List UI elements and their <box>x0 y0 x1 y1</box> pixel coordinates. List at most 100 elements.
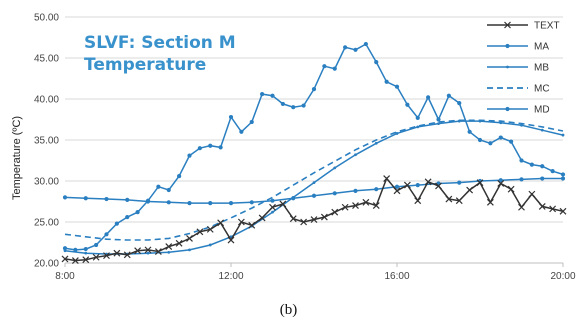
data-point-text <box>403 181 411 189</box>
data-point-ma <box>218 145 223 150</box>
data-point-text <box>134 247 142 255</box>
data-point-text <box>269 203 276 211</box>
data-point-ma <box>208 143 213 148</box>
data-point-text <box>320 213 328 221</box>
series-line-mc <box>64 119 564 241</box>
gridlines <box>65 16 563 223</box>
data-point-text <box>310 216 318 223</box>
data-point-text <box>331 208 339 216</box>
data-point-text <box>424 178 432 186</box>
data-point-md <box>208 201 213 206</box>
data-point-text <box>362 198 370 206</box>
data-point-text <box>82 256 90 264</box>
data-point-md <box>457 180 462 185</box>
data-point-ma <box>177 173 182 179</box>
data-point-mb <box>208 243 212 247</box>
data-point-md <box>62 195 68 200</box>
data-point-ma <box>436 117 441 122</box>
data-point-ma <box>83 246 88 252</box>
y-axis-label: Temperature (ºC) <box>11 116 23 200</box>
data-point-md <box>540 176 545 181</box>
x-tick-label: 12:00 <box>218 271 243 282</box>
data-point-text <box>393 187 401 195</box>
data-point-md <box>353 188 358 193</box>
data-point-ma <box>550 169 555 174</box>
data-point-text <box>289 215 297 223</box>
data-point-md <box>519 177 524 182</box>
data-point-mb <box>437 122 440 125</box>
data-point-mb <box>188 248 191 252</box>
data-point-ma <box>332 66 337 71</box>
legend-item-mc: MC <box>487 84 550 95</box>
data-point-text <box>352 202 359 210</box>
data-point-mb <box>540 128 544 132</box>
data-point-mb <box>520 123 523 127</box>
data-point-ma <box>104 232 109 237</box>
data-point-mb <box>499 121 503 125</box>
data-point-mb <box>395 132 399 135</box>
data-point-md <box>187 201 192 206</box>
data-point-md <box>249 200 254 205</box>
legend: TEXT MA MB MC MD <box>487 21 560 116</box>
legend-item-mb: MB <box>487 63 549 74</box>
legend-label-text: TEXT <box>534 21 560 32</box>
data-point-text <box>372 202 380 210</box>
series-ma <box>62 41 566 252</box>
data-point-text <box>559 207 567 215</box>
data-point-text <box>258 214 266 222</box>
data-point-text <box>123 251 131 259</box>
data-point-text <box>217 219 225 227</box>
data-point-text <box>227 236 235 244</box>
data-point-text <box>549 205 557 213</box>
data-point-text <box>300 218 308 226</box>
data-point-text <box>497 180 505 187</box>
data-point-mb <box>354 153 357 157</box>
data-point-ma <box>135 210 140 215</box>
data-point-ma <box>353 47 358 52</box>
data-point-ma <box>239 129 244 134</box>
legend-label-ma: MA <box>534 42 549 53</box>
data-point-ma <box>125 214 130 220</box>
data-point-ma <box>488 141 493 146</box>
data-point-ma <box>394 84 400 89</box>
legend-marker-md <box>505 106 510 112</box>
data-point-mb <box>312 181 316 185</box>
chart-title-line-1: SLVF: Section M <box>84 33 236 53</box>
y-tick-label: 30.00 <box>34 177 59 188</box>
data-point-text <box>383 175 391 182</box>
data-point-ma <box>280 101 285 107</box>
data-point-ma <box>560 172 566 177</box>
data-point-text <box>538 202 546 210</box>
data-point-ma <box>145 198 151 203</box>
data-point-ma <box>519 158 524 163</box>
data-point-ma <box>311 87 317 92</box>
data-point-ma <box>405 102 410 107</box>
data-point-ma <box>156 184 161 189</box>
data-point-ma <box>426 95 431 100</box>
data-point-ma <box>457 101 462 106</box>
series-line-mb <box>64 120 564 255</box>
data-point-md <box>394 184 400 189</box>
data-point-ma <box>343 45 348 50</box>
data-point-ma <box>73 247 78 252</box>
axes <box>64 262 564 267</box>
legend-marker-mb <box>506 65 509 69</box>
data-point-mb <box>333 166 337 170</box>
legend-marker-ma <box>505 43 510 49</box>
data-point-ma <box>291 105 296 110</box>
data-point-ma <box>529 162 534 167</box>
data-point-text <box>237 218 245 226</box>
series-layer <box>61 41 567 264</box>
data-point-text <box>435 182 442 190</box>
data-point-text <box>165 243 173 251</box>
data-point-mb <box>374 141 378 145</box>
data-point-text <box>518 203 525 211</box>
data-point-text <box>476 179 484 187</box>
data-point-md <box>270 198 275 203</box>
data-point-text <box>175 239 183 247</box>
x-tick-label: 16:00 <box>384 271 409 282</box>
data-point-mb <box>146 251 150 255</box>
data-point-md <box>415 183 420 188</box>
data-point-text <box>144 246 152 254</box>
y-tick-label: 35.00 <box>34 136 59 147</box>
